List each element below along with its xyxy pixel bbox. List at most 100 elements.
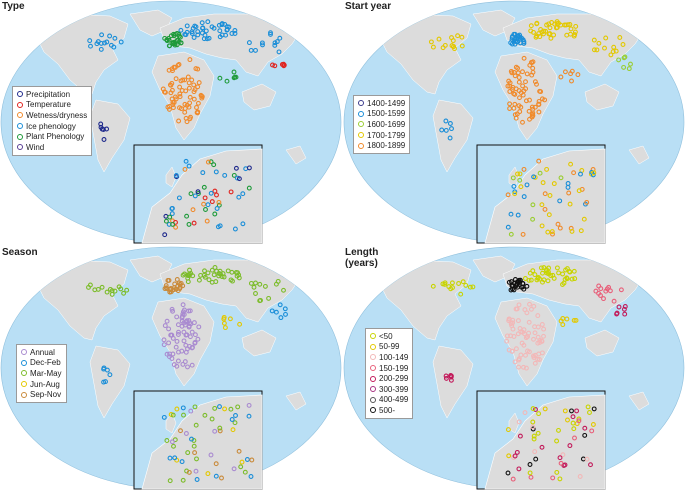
station-marker: [161, 337, 167, 343]
station-marker: [193, 422, 199, 428]
station-marker: [530, 113, 536, 119]
station-marker: [509, 41, 515, 47]
station-marker: [205, 270, 211, 276]
station-marker: [208, 159, 214, 165]
station-marker: [211, 162, 217, 168]
station-marker: [116, 284, 122, 290]
station-marker: [173, 344, 179, 350]
station-marker: [517, 109, 523, 115]
station-marker: [527, 470, 533, 476]
station-marker: [257, 298, 263, 304]
landmass: [35, 13, 129, 95]
station-marker: [172, 455, 178, 461]
station-marker: [236, 448, 242, 454]
station-marker: [591, 170, 597, 176]
legend-item: Dec-Feb: [21, 358, 62, 369]
station-marker: [506, 316, 512, 322]
station-marker: [216, 202, 222, 208]
station-cluster-east-asia: [269, 302, 288, 321]
station-marker: [182, 359, 188, 365]
station-marker: [171, 99, 177, 105]
station-cluster-eur-north: [178, 19, 238, 42]
station-marker: [515, 171, 520, 177]
legend-label: 50-99: [379, 342, 400, 352]
station-marker: [511, 287, 517, 293]
station-marker: [558, 460, 564, 466]
station-marker: [578, 228, 584, 234]
station-marker: [448, 377, 454, 383]
station-marker: [230, 278, 235, 284]
station-marker: [567, 269, 573, 275]
station-marker: [439, 127, 445, 133]
station-marker: [518, 104, 524, 110]
station-marker: [523, 365, 529, 371]
station-marker: [181, 338, 187, 344]
station-cluster-eur-west: [506, 277, 530, 293]
station-marker: [187, 320, 193, 326]
station-marker: [192, 404, 198, 410]
station-marker: [618, 287, 624, 293]
station-marker: [558, 175, 564, 181]
station-marker: [537, 338, 543, 343]
station-marker: [101, 137, 107, 142]
station-marker: [541, 265, 547, 271]
legend-swatch: [17, 112, 23, 119]
station-marker: [246, 165, 252, 171]
station-marker: [436, 36, 442, 42]
legend-label: Wetness/dryness: [26, 110, 88, 120]
station-marker: [532, 324, 538, 330]
station-marker: [581, 216, 587, 222]
station-marker: [212, 405, 218, 411]
station-marker: [527, 116, 532, 122]
station-marker: [279, 62, 285, 67]
station-marker: [527, 97, 532, 103]
station-marker: [546, 212, 552, 218]
station-marker: [189, 77, 195, 83]
station-marker: [124, 287, 130, 293]
station-cluster-africa: [504, 301, 547, 371]
station-marker: [568, 26, 574, 32]
legend-item: Ice phenology: [17, 121, 87, 132]
station-marker: [512, 191, 518, 197]
landmass: [151, 51, 215, 141]
station-marker: [536, 109, 542, 115]
station-marker: [542, 191, 548, 197]
station-marker: [524, 182, 530, 188]
station-marker: [224, 24, 230, 30]
station-marker: [272, 40, 278, 46]
station-cluster-mideast: [217, 69, 239, 84]
station-marker: [282, 306, 288, 312]
station-marker: [560, 282, 565, 287]
station-marker: [167, 82, 173, 88]
landmass: [628, 145, 650, 165]
station-marker: [554, 469, 560, 475]
map-panel-season: Season Annual Dec-Feb Mar-May Jun-Aug Sep-No…: [0, 246, 342, 491]
legend-swatch: [370, 333, 376, 340]
station-marker: [221, 274, 227, 280]
station-marker: [98, 46, 104, 52]
panel-title: Season: [2, 247, 38, 258]
station-marker: [192, 193, 198, 199]
station-marker: [567, 443, 573, 449]
station-marker: [273, 309, 279, 315]
station-marker: [541, 326, 547, 332]
station-marker: [174, 314, 180, 320]
station-marker: [505, 470, 511, 476]
station-marker: [164, 351, 170, 357]
legend-swatch: [21, 349, 27, 356]
station-marker: [167, 455, 173, 461]
station-marker: [528, 23, 534, 29]
station-marker: [98, 121, 104, 127]
station-marker: [531, 433, 537, 439]
station-marker: [214, 192, 219, 198]
station-marker: [270, 62, 275, 68]
station-marker: [195, 32, 201, 38]
station-marker: [118, 39, 124, 45]
legend-swatch: [358, 121, 364, 128]
station-marker: [566, 190, 572, 196]
station-marker: [570, 420, 576, 426]
station-marker: [430, 283, 436, 289]
station-marker: [591, 406, 597, 412]
station-marker: [507, 101, 513, 107]
station-marker: [246, 185, 252, 191]
